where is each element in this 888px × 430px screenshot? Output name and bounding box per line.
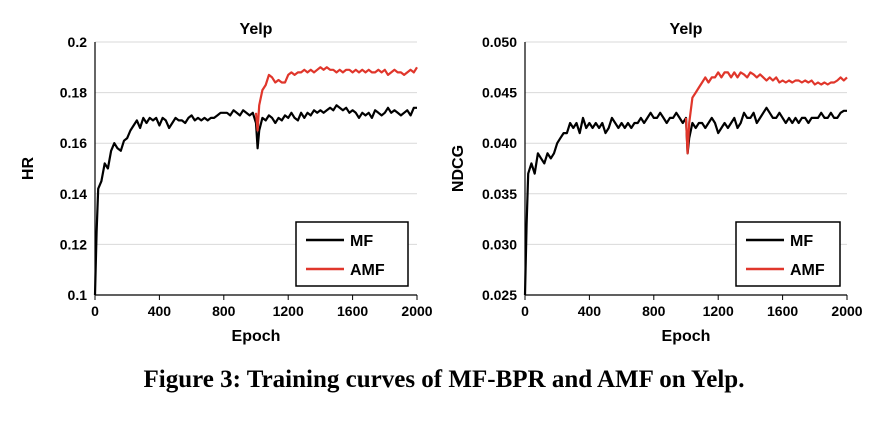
chart-title: Yelp — [240, 21, 273, 38]
y-tick-label: 0.12 — [60, 236, 87, 252]
figure-caption: Figure 3: Training curves of MF-BPR and … — [143, 366, 745, 393]
y-tick-label: 0.025 — [482, 287, 517, 303]
y-tick-label: 0.2 — [68, 34, 88, 50]
x-tick-label: 1200 — [273, 303, 304, 319]
y-tick-label: 0.040 — [482, 135, 517, 151]
y-tick-label: 0.035 — [482, 186, 517, 202]
y-axis-label: HR — [20, 157, 37, 181]
x-tick-label: 800 — [642, 303, 666, 319]
y-tick-label: 0.1 — [68, 287, 88, 303]
y-axis-label: NDCG — [450, 145, 467, 192]
x-tick-label: 1600 — [767, 303, 798, 319]
x-tick-label: 800 — [212, 303, 236, 319]
series-line-amf — [684, 71, 848, 155]
x-tick-label: 0 — [521, 303, 529, 319]
y-tick-label: 0.050 — [482, 34, 517, 50]
x-tick-label: 1600 — [337, 303, 368, 319]
legend-label-mf: MF — [350, 233, 373, 250]
x-axis-label: Epoch — [662, 328, 711, 345]
x-axis-label: Epoch — [232, 328, 281, 345]
figure: 0.1 0.12 0.14 0.16 0.18 0.2 0 400 800 1200 1600 200… — [20, 21, 863, 345]
legend-box — [295, 221, 409, 287]
legend: MF AMF — [295, 221, 409, 287]
x-tick-label: 400 — [578, 303, 602, 319]
y-tick-label: 0.030 — [482, 236, 517, 252]
chart-ndcg: 0.025 0.030 0.035 0.040 0.045 0.050 0 400 800 120… — [450, 21, 863, 345]
x-tick-label: 0 — [91, 303, 99, 319]
x-tick-label: 2000 — [401, 303, 432, 319]
chart-title: Yelp — [670, 21, 703, 38]
x-tick-label: 400 — [148, 303, 172, 319]
y-tick-label: 0.18 — [60, 85, 87, 101]
series-line-amf — [254, 66, 418, 132]
legend-label-amf: AMF — [350, 262, 385, 279]
x-tick-label: 2000 — [831, 303, 862, 319]
legend-label-amf: AMF — [790, 262, 825, 279]
y-tick-label: 0.14 — [60, 186, 87, 202]
y-tick-label: 0.045 — [482, 85, 517, 101]
legend-label-mf: MF — [790, 233, 813, 250]
chart-hr: 0.1 0.12 0.14 0.16 0.18 0.2 0 400 800 1200 1600 200… — [20, 21, 433, 345]
x-tick-label: 1200 — [703, 303, 734, 319]
legend-box — [735, 221, 841, 287]
y-tick-label: 0.16 — [60, 135, 87, 151]
legend: MF AMF — [735, 221, 841, 287]
